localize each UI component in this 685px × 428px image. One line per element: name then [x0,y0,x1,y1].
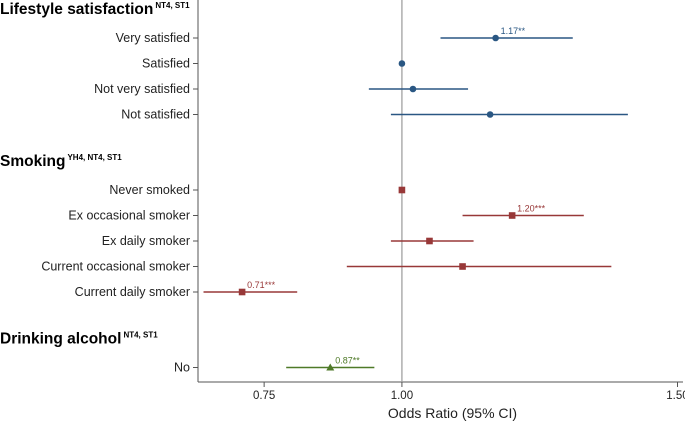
section-superscript: NT4, ST1 [155,1,190,10]
point-marker [492,34,499,42]
point-marker [459,263,466,270]
row-label: Current daily smoker [75,285,190,299]
point-marker [398,186,406,194]
x-tick-label: 0.75 [253,390,275,402]
section-superscript: YH4, NT4, ST1 [67,153,122,162]
point-marker [508,212,516,219]
section-title: Lifestyle satisfaction [0,1,153,18]
row-label: Ex daily smoker [102,234,190,248]
section-title: Smoking [0,153,65,170]
point-marker [426,237,433,245]
or-annotation: 0.71*** [247,280,276,290]
point-marker [486,111,494,118]
or-annotation: 0.87** [335,356,360,366]
point-marker [238,288,246,296]
row-label: Current occasional smoker [41,260,190,274]
row-label: Very satisfied [116,31,190,45]
point-marker [409,85,417,93]
row-label: Ex occasional smoker [68,209,190,223]
x-tick-label: 1.50 [666,390,685,402]
row-label: Never smoked [109,183,190,197]
or-annotation: 1.20*** [517,204,546,214]
section-superscript: NT4, ST1 [123,331,158,340]
or-annotation: 1.17** [501,26,526,36]
point-marker [326,363,335,371]
row-label: Not very satisfied [94,82,190,96]
row-label: Not satisfied [121,108,190,122]
point-marker [398,60,406,67]
x-axis-title: Odds Ratio (95% CI) [388,405,517,421]
x-tick-label: 1.00 [391,390,413,402]
section-title: Drinking alcohol [0,331,121,348]
row-label: Satisfied [142,57,190,71]
row-label: No [174,361,190,375]
